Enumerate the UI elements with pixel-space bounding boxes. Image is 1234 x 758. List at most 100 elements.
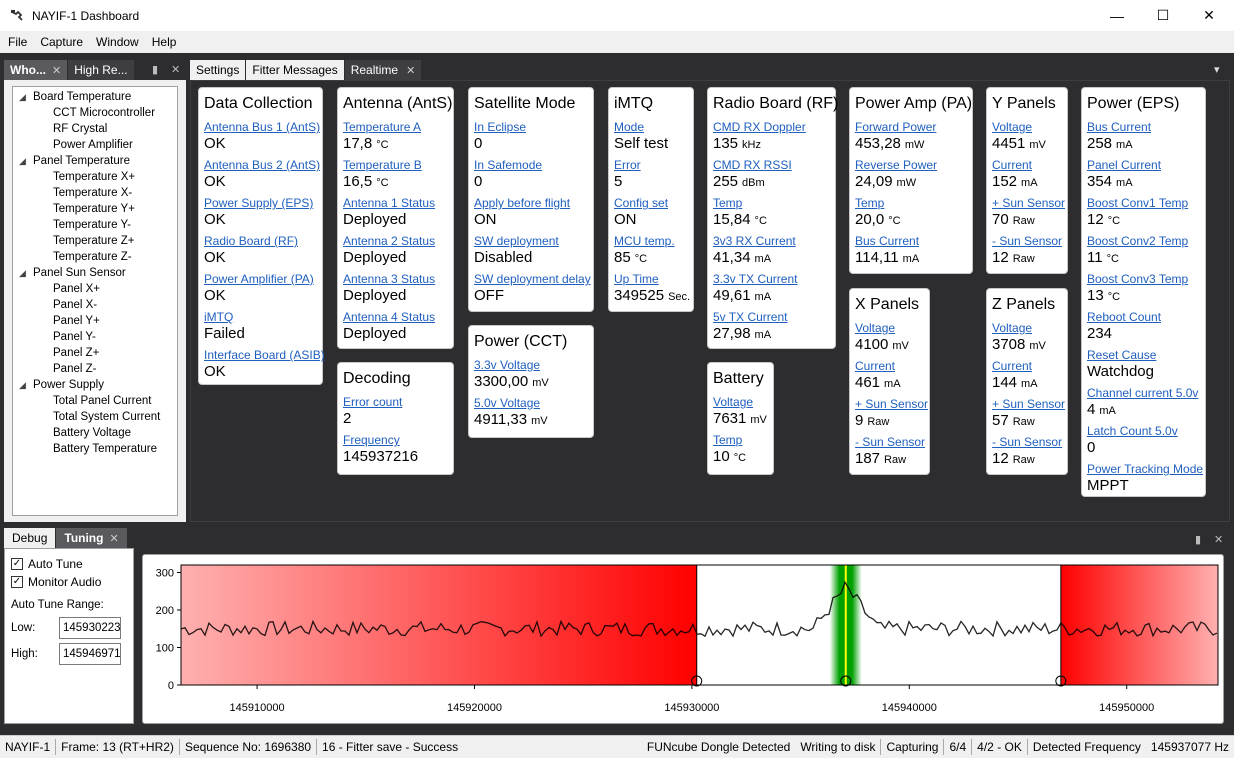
tree-item[interactable]: Temperature X-	[13, 185, 177, 201]
close-icon[interactable]: ✕	[171, 64, 181, 76]
tree-item[interactable]: CCT Microcontroller	[13, 105, 177, 121]
telemetry-link[interactable]: Boost Conv1 Temp	[1087, 196, 1189, 210]
telemetry-link[interactable]: 5v TX Current	[713, 310, 788, 324]
tree-item[interactable]: Panel Z-	[13, 361, 177, 377]
telemetry-link[interactable]: + Sun Sensor	[992, 397, 1066, 411]
telemetry-link[interactable]: Power Amplifier (PA)	[204, 272, 314, 286]
telemetry-link[interactable]: Boost Conv2 Temp	[1087, 234, 1189, 248]
telemetry-link[interactable]: Error count	[343, 395, 403, 409]
tree-item[interactable]: Temperature X+	[13, 169, 177, 185]
tree-group[interactable]: ◢ Power Supply	[13, 377, 177, 393]
telemetry-link[interactable]: Latch Count 5.0v	[1087, 424, 1178, 438]
telemetry-link[interactable]: Reverse Power	[855, 158, 938, 172]
telemetry-link[interactable]: Temp	[713, 433, 743, 447]
telemetry-link[interactable]: In Safemode	[474, 158, 543, 172]
tab-tuning[interactable]: Tuning ✕	[56, 528, 128, 548]
telemetry-link[interactable]: SW deployment	[474, 234, 559, 248]
expand-arrow-icon[interactable]: ◢	[19, 268, 26, 278]
tree-item[interactable]: Battery Temperature	[13, 441, 177, 457]
telemetry-link[interactable]: Mode	[614, 120, 645, 134]
tree-item[interactable]: Total Panel Current	[13, 393, 177, 409]
telemetry-link[interactable]: - Sun Sensor	[855, 435, 926, 449]
monitor-audio-checkbox[interactable]: ✓ Monitor Audio	[11, 573, 127, 591]
menu-capture[interactable]: Capture	[40, 35, 84, 49]
telemetry-link[interactable]: Power Supply (EPS)	[204, 196, 314, 210]
telemetry-link[interactable]: Temp	[855, 196, 885, 210]
tree-item[interactable]: Power Amplifier	[13, 137, 177, 153]
telemetry-link[interactable]: - Sun Sensor	[992, 234, 1063, 248]
telemetry-link[interactable]: Panel Current	[1087, 158, 1162, 172]
tab-high-resolution[interactable]: High Re...	[68, 60, 135, 80]
telemetry-link[interactable]: Up Time	[614, 272, 659, 286]
telemetry-link[interactable]: Antenna 4 Status	[343, 310, 436, 324]
telemetry-link[interactable]: Apply before flight	[474, 196, 571, 210]
telemetry-link[interactable]: Frequency	[343, 433, 400, 447]
close-icon[interactable]: ✕	[406, 64, 416, 77]
maximize-button[interactable]: ☐	[1156, 7, 1170, 23]
telemetry-link[interactable]: Voltage	[855, 321, 896, 335]
telemetry-link[interactable]: SW deployment delay	[474, 272, 591, 286]
telemetry-link[interactable]: Voltage	[992, 120, 1033, 134]
telemetry-link[interactable]: In Eclipse	[474, 120, 527, 134]
telemetry-link[interactable]: 3.3v Voltage	[474, 358, 541, 372]
telemetry-link[interactable]: Boost Conv3 Temp	[1087, 272, 1189, 286]
telemetry-link[interactable]: Temperature A	[343, 120, 422, 134]
telemetry-link[interactable]: Antenna 2 Status	[343, 234, 436, 248]
checkmark-icon[interactable]: ✓	[11, 558, 23, 570]
telemetry-link[interactable]: Current	[992, 158, 1033, 172]
menu-file[interactable]: File	[8, 35, 28, 49]
telemetry-link[interactable]: CMD RX RSSI	[713, 158, 792, 172]
telemetry-link[interactable]: Bus Current	[1087, 120, 1152, 134]
tree-item[interactable]: Total System Current	[13, 409, 177, 425]
close-icon[interactable]: ✕	[109, 532, 119, 545]
telemetry-link[interactable]: - Sun Sensor	[992, 435, 1063, 449]
telemetry-link[interactable]: + Sun Sensor	[855, 397, 929, 411]
telemetry-link[interactable]: + Sun Sensor	[992, 196, 1066, 210]
tree-group[interactable]: ◢ Board Temperature	[13, 89, 177, 105]
telemetry-link[interactable]: Bus Current	[855, 234, 920, 248]
telemetry-link[interactable]: Voltage	[992, 321, 1033, 335]
telemetry-link[interactable]: Antenna Bus 2 (AntS)	[204, 158, 321, 172]
expand-arrow-icon[interactable]: ◢	[19, 380, 26, 390]
close-button[interactable]: ✕	[1203, 7, 1215, 23]
telemetry-link[interactable]: 5.0v Voltage	[474, 396, 541, 410]
telemetry-link[interactable]: Temp	[713, 196, 743, 210]
high-frequency-input[interactable]: 145946971	[59, 643, 121, 665]
minimize-button[interactable]: —	[1110, 7, 1124, 24]
telemetry-link[interactable]: Temperature B	[343, 158, 422, 172]
tree-group[interactable]: ◢ Panel Temperature	[13, 153, 177, 169]
tree-item[interactable]: Temperature Y+	[13, 201, 177, 217]
telemetry-link[interactable]: iMTQ	[204, 310, 234, 324]
close-icon[interactable]: ✕	[52, 64, 62, 77]
auto-tune-checkbox[interactable]: ✓ Auto Tune	[11, 555, 127, 573]
tree-item[interactable]: Temperature Z+	[13, 233, 177, 249]
tab-realtime[interactable]: Realtime ✕	[344, 60, 423, 80]
tree-item[interactable]: RF Crystal	[13, 121, 177, 137]
telemetry-link[interactable]: Interface Board (ASIB)	[204, 348, 325, 362]
tree-item[interactable]: Panel X+	[13, 281, 177, 297]
pin-icon[interactable]: ▮	[152, 64, 159, 76]
expand-arrow-icon[interactable]: ◢	[19, 92, 26, 102]
low-frequency-input[interactable]: 145930223	[59, 617, 121, 639]
close-icon[interactable]: ✕	[1214, 534, 1224, 546]
telemetry-link[interactable]: Antenna Bus 1 (AntS)	[204, 120, 321, 134]
tree-item[interactable]: Battery Voltage	[13, 425, 177, 441]
checkmark-icon[interactable]: ✓	[11, 576, 23, 588]
tree-item[interactable]: Panel Y-	[13, 329, 177, 345]
telemetry-link[interactable]: Current	[855, 359, 896, 373]
tree-item[interactable]: Panel Y+	[13, 313, 177, 329]
telemetry-link[interactable]: CMD RX Doppler	[713, 120, 806, 134]
telemetry-link[interactable]: Reset Cause	[1087, 348, 1157, 362]
telemetry-link[interactable]: Voltage	[713, 395, 754, 409]
expand-arrow-icon[interactable]: ◢	[19, 156, 26, 166]
menu-help[interactable]: Help	[151, 35, 177, 49]
telemetry-link[interactable]: MCU temp.	[614, 234, 675, 248]
pin-icon[interactable]: ▮	[1195, 534, 1202, 546]
telemetry-link[interactable]: Config set	[614, 196, 669, 210]
dropdown-icon[interactable]: ▾	[1214, 64, 1220, 76]
telemetry-link[interactable]: Channel current 5.0v	[1087, 386, 1199, 400]
telemetry-link[interactable]: Forward Power	[855, 120, 937, 134]
tab-whole-orbit[interactable]: Who... ✕	[4, 60, 69, 80]
telemetry-link[interactable]: Power Tracking Mode	[1087, 462, 1204, 476]
tab-fitter-messages[interactable]: Fitter Messages	[246, 60, 345, 80]
